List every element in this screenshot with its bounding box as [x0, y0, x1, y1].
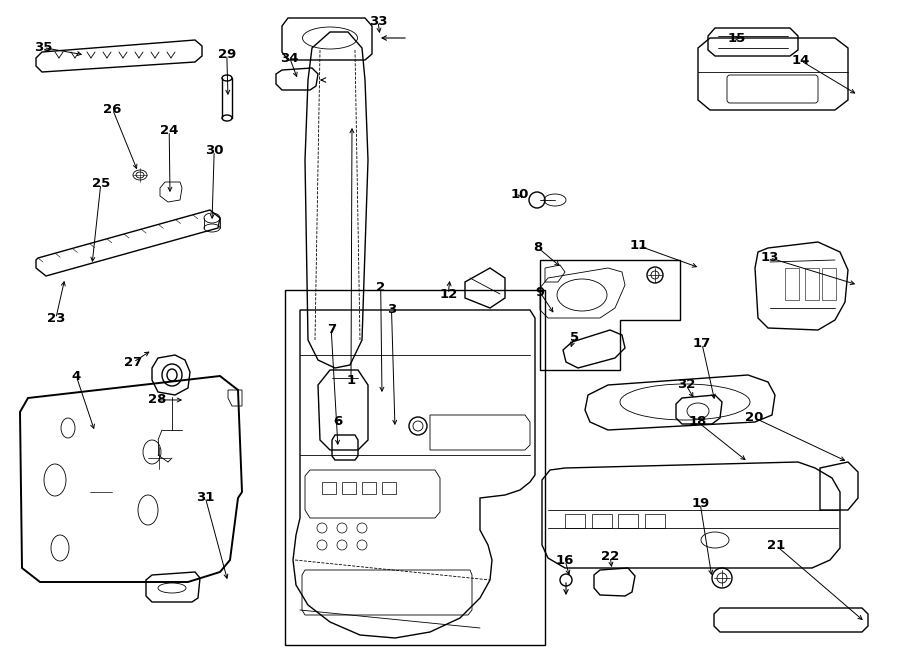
Text: 19: 19: [691, 497, 709, 510]
Text: 30: 30: [205, 144, 223, 157]
Text: 21: 21: [767, 539, 785, 552]
Text: 4: 4: [72, 370, 81, 383]
Text: 20: 20: [745, 411, 763, 424]
Text: 12: 12: [439, 288, 457, 301]
Text: 18: 18: [688, 415, 706, 428]
Text: 14: 14: [792, 54, 810, 67]
Text: 1: 1: [346, 373, 356, 387]
Text: 35: 35: [34, 41, 52, 54]
Text: 26: 26: [104, 102, 122, 116]
Text: 25: 25: [92, 177, 110, 190]
Text: 32: 32: [677, 378, 695, 391]
Text: 34: 34: [281, 52, 299, 65]
Text: 31: 31: [196, 490, 214, 504]
Text: 8: 8: [534, 241, 543, 254]
Text: 24: 24: [160, 124, 178, 137]
Text: 6: 6: [333, 415, 342, 428]
Text: 27: 27: [124, 356, 142, 369]
Text: 13: 13: [760, 251, 778, 264]
Text: 16: 16: [556, 554, 574, 567]
Text: 3: 3: [387, 303, 396, 316]
Text: 23: 23: [47, 312, 65, 325]
Text: 9: 9: [536, 286, 544, 299]
Text: 33: 33: [369, 15, 387, 28]
Text: 29: 29: [218, 48, 236, 61]
Text: 2: 2: [376, 281, 385, 294]
Text: 15: 15: [727, 32, 745, 45]
Text: 17: 17: [693, 337, 711, 350]
Text: 11: 11: [630, 239, 648, 253]
Text: 28: 28: [148, 393, 166, 407]
Text: 5: 5: [570, 330, 579, 344]
Text: 10: 10: [511, 188, 529, 202]
Text: 22: 22: [601, 550, 619, 563]
Text: 7: 7: [327, 323, 336, 336]
